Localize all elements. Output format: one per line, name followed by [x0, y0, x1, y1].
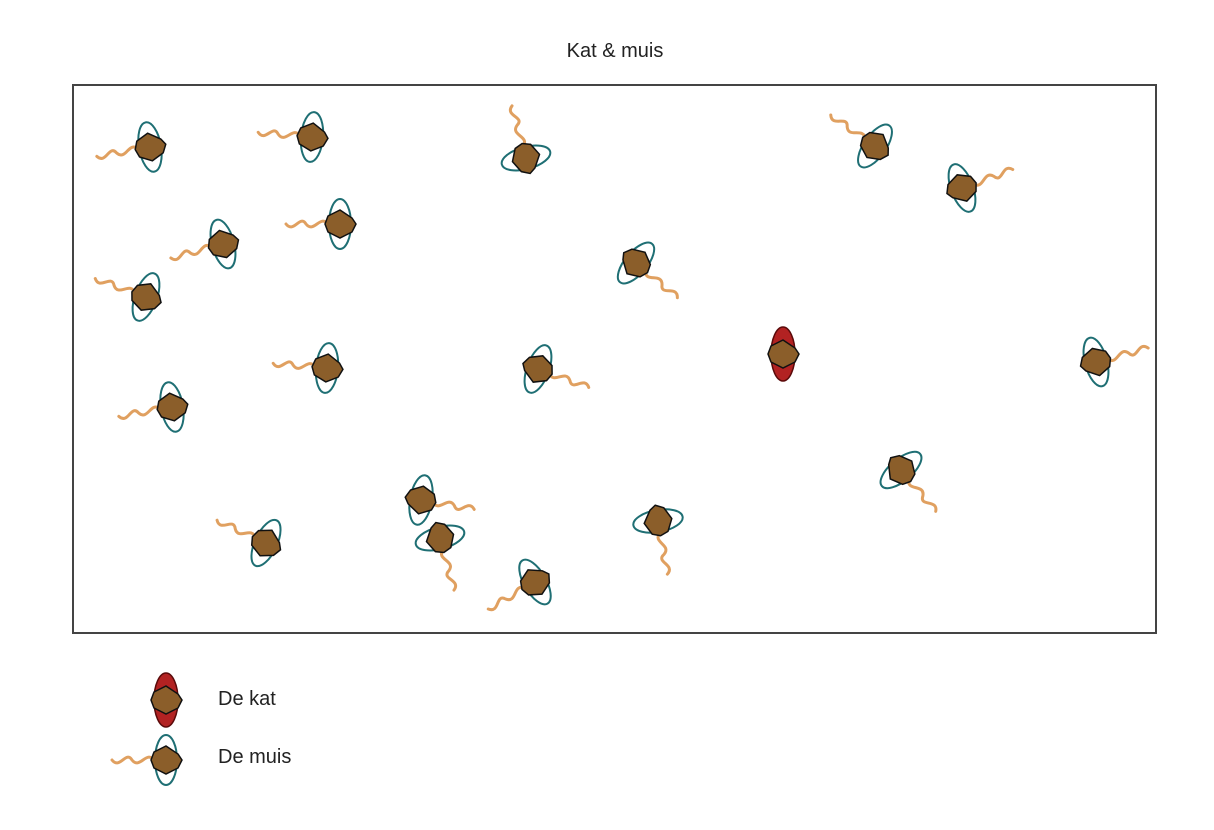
diagram-frame	[72, 84, 1157, 634]
legend-mouse-label: De muis	[218, 746, 292, 768]
legend-mouse-icon	[110, 733, 184, 787]
legend	[110, 672, 184, 787]
legend-cat-icon	[150, 672, 183, 728]
page-title: Kat & muis	[566, 40, 664, 62]
legend-cat-label: De kat	[218, 688, 276, 710]
